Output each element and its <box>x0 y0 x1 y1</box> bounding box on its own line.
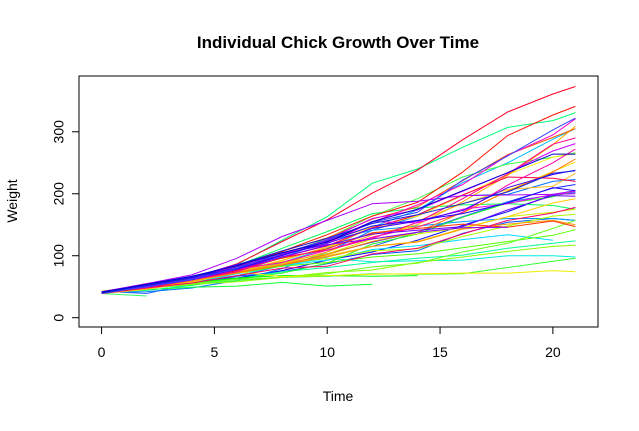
series-line-50 <box>101 153 576 293</box>
chart-title: Individual Chick Growth Over Time <box>197 33 479 52</box>
y-axis-label: Weight <box>4 179 20 222</box>
x-axis-label: Time <box>323 388 354 404</box>
y-tick-label: 300 <box>51 120 67 144</box>
series-layer <box>101 86 576 297</box>
series-line-30 <box>101 219 576 293</box>
x-tick-label: 10 <box>319 344 335 360</box>
series-line-16 <box>101 281 373 293</box>
x-tick-label: 20 <box>545 344 561 360</box>
series-line-10 <box>101 240 576 293</box>
y-tick-label: 200 <box>51 182 67 206</box>
series-line-20 <box>101 244 576 293</box>
y-axis: 0 100 200 300 <box>51 120 80 322</box>
x-tick-label: 5 <box>210 344 218 360</box>
series-line-37 <box>101 206 576 293</box>
y-tick-label: 100 <box>51 244 67 268</box>
series-line-18 <box>101 293 147 297</box>
x-axis: 0 5 10 15 20 <box>98 326 561 360</box>
series-line-47 <box>101 187 576 293</box>
series-line-49 <box>101 170 576 294</box>
x-tick-label: 15 <box>432 344 448 360</box>
x-tick-label: 0 <box>98 344 106 360</box>
series-line-43 <box>101 193 576 293</box>
y-tick-label: 0 <box>51 314 67 322</box>
